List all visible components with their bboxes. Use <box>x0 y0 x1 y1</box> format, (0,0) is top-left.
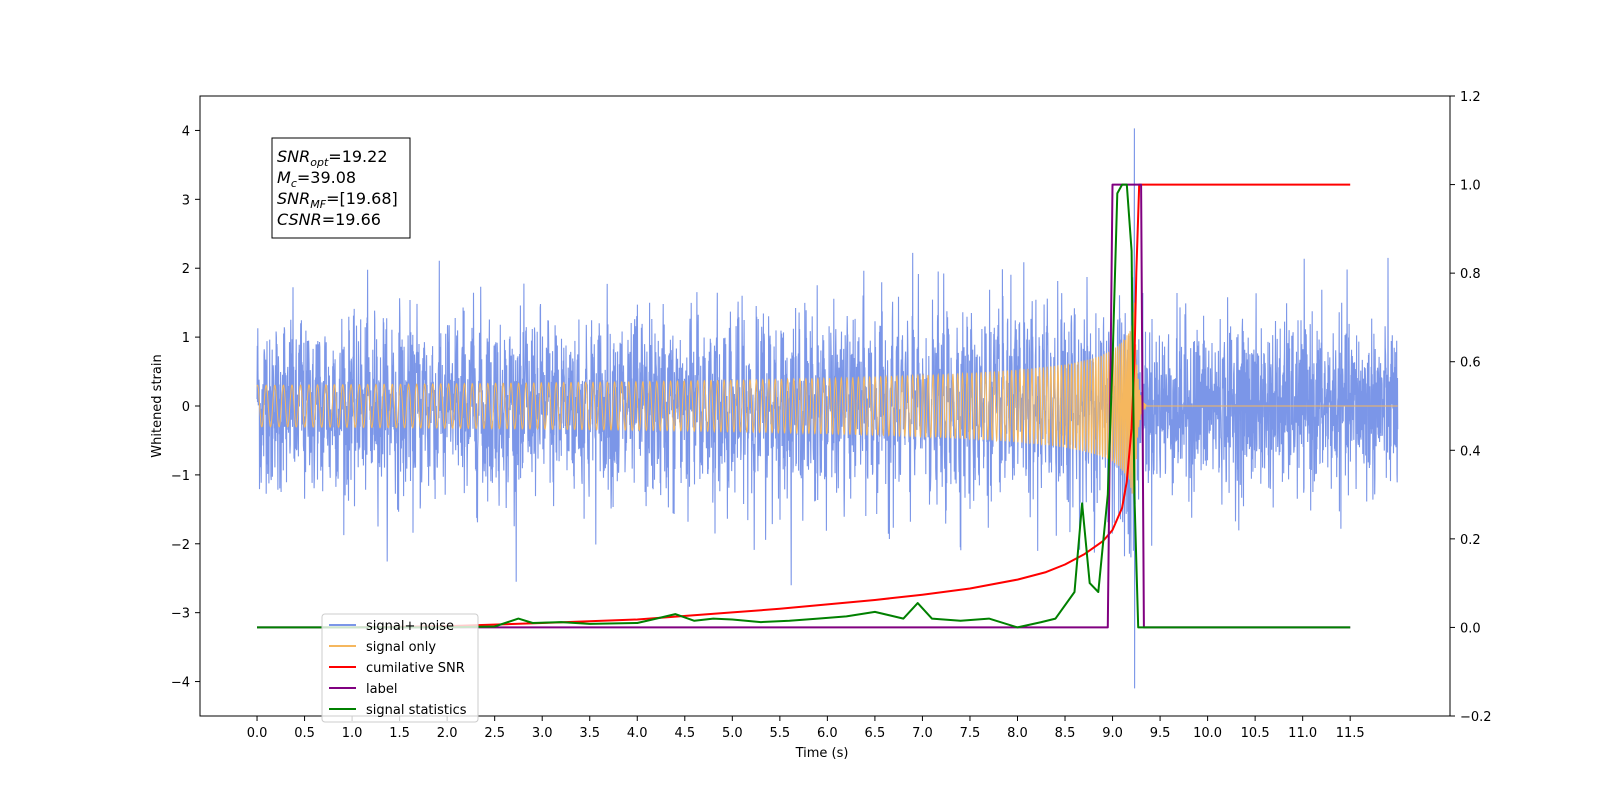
y-tick-label: 2 <box>182 262 190 277</box>
annotation-subscript: MF <box>310 198 326 211</box>
annotation-value: =[19.68] <box>326 189 398 208</box>
annotation-box <box>271 137 411 239</box>
annotation-symbol: CSNR <box>277 210 322 229</box>
y2-tick-label: 0.8 <box>1460 267 1481 282</box>
x-tick-label: 8.0 <box>1007 726 1028 741</box>
y-axis-right: 1.2 1.0 0.8 0.6 0.4 0.2 0.0 −0.2 <box>1450 90 1492 725</box>
legend-label: signal only <box>366 640 436 655</box>
annotation-symbol: SNR <box>277 147 310 166</box>
annotation-value: =19.66 <box>322 210 381 229</box>
x-tick-label: 7.0 <box>912 726 933 741</box>
x-tick-label: 5.0 <box>722 726 743 741</box>
x-tick-label: 0.0 <box>247 726 268 741</box>
annotation-value: =19.22 <box>328 147 387 166</box>
x-tick-label: 11.5 <box>1336 726 1365 741</box>
annotation-value: =39.08 <box>297 168 356 187</box>
y-tick-label: 3 <box>182 193 190 208</box>
legend-label: signal statistics <box>366 703 467 718</box>
plot-area <box>256 128 1399 689</box>
annotation-line: Mc=39.08 <box>277 168 356 190</box>
x-tick-label: 3.5 <box>579 726 600 741</box>
x-tick-label: 10.0 <box>1193 726 1222 741</box>
annotation-symbol: SNR <box>277 189 310 208</box>
annotation-line: CSNR=19.66 <box>277 210 381 229</box>
annotation-symbol: M <box>277 168 291 187</box>
annotation-line: SNRopt=19.22 <box>277 147 388 169</box>
x-tick-label: 9.5 <box>1150 726 1171 741</box>
y2-tick-label: −0.2 <box>1460 710 1492 725</box>
y2-tick-label: 0.2 <box>1460 533 1481 548</box>
legend-label: cumilative SNR <box>366 661 465 676</box>
x-tick-label: 6.5 <box>865 726 886 741</box>
legend-label: label <box>366 682 397 697</box>
x-tick-label: 7.5 <box>960 726 981 741</box>
series-signal-noise-line <box>256 128 1399 689</box>
y-tick-label: 4 <box>182 124 190 139</box>
x-tick-label: 9.0 <box>1102 726 1123 741</box>
series-signal-statistics-line <box>257 183 1351 629</box>
x-tick-label: 4.5 <box>674 726 695 741</box>
x-tick-label: 6.0 <box>817 726 838 741</box>
x-tick-label: 2.5 <box>484 726 505 741</box>
x-tick-label: 5.5 <box>770 726 791 741</box>
annotation-subscript: opt <box>310 156 329 169</box>
stats-annotation: SNRopt=19.22Mc=39.08SNRMF=[19.68]CSNR=19… <box>271 137 411 239</box>
y-tick-label: −2 <box>171 538 190 553</box>
legend: signal+ noise signal only cumilative SNR la… <box>321 613 479 723</box>
y-tick-label: 1 <box>182 331 190 346</box>
y-axis-left: 4 3 2 1 0 −1 −2 −3 −4 <box>171 124 200 691</box>
x-tick-label: 0.5 <box>294 726 315 741</box>
y2-tick-label: 0.4 <box>1460 444 1481 459</box>
x-tick-label: 10.5 <box>1241 726 1270 741</box>
y2-tick-label: 1.0 <box>1460 179 1481 194</box>
legend-box <box>321 613 479 723</box>
legend-label: signal+ noise <box>366 619 454 634</box>
y2-tick-label: 0.6 <box>1460 356 1481 371</box>
series-signal-only-line <box>256 302 1398 494</box>
x-tick-label: 4.0 <box>627 726 648 741</box>
x-axis-label: Time (s) <box>795 746 849 761</box>
y-axis-label: Whitened strain <box>150 354 165 457</box>
y2-tick-label: 1.2 <box>1460 90 1481 105</box>
x-tick-label: 8.5 <box>1055 726 1076 741</box>
x-tick-label: 1.5 <box>389 726 410 741</box>
annotation-line: SNRMF=[19.68] <box>277 189 398 211</box>
y-tick-label: −1 <box>171 469 190 484</box>
x-tick-label: 1.0 <box>342 726 363 741</box>
x-tick-label: 3.0 <box>532 726 553 741</box>
y2-tick-label: 0.0 <box>1460 621 1481 636</box>
x-tick-label: 11.0 <box>1288 726 1317 741</box>
x-axis: 0.0 0.5 1.0 1.5 2.0 2.5 3.0 3.5 4.0 4.5 5.0 5.5 6.0 6… <box>247 716 1365 741</box>
y-tick-label: −4 <box>171 676 190 691</box>
y-tick-label: 0 <box>182 400 190 415</box>
x-tick-label: 2.0 <box>437 726 458 741</box>
y-tick-label: −3 <box>171 607 190 622</box>
annotation-subscript: c <box>291 177 297 190</box>
